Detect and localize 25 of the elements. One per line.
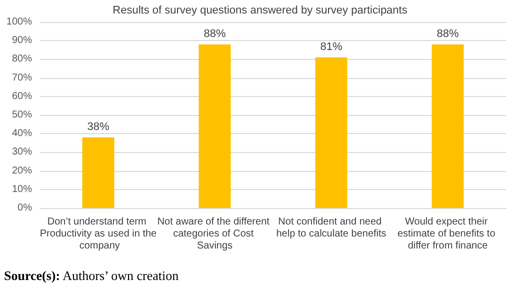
- data-label: 81%: [320, 40, 342, 53]
- y-tick-label: 80%: [12, 54, 32, 65]
- source-note: Source(s): Authors’ own creation: [4, 268, 180, 283]
- bar: [82, 137, 114, 208]
- y-tick-label: 90%: [12, 35, 32, 46]
- x-tick-label: Not confident and need help to calculate benefits: [276, 216, 386, 240]
- chart-title: Results of survey questions answered by survey participants: [112, 4, 408, 16]
- data-label: 88%: [204, 28, 226, 40]
- y-tick-label: 10%: [12, 184, 32, 195]
- y-tick-label: 20%: [12, 165, 32, 176]
- y-tick-label: 30%: [12, 146, 32, 158]
- data-label: 88%: [436, 28, 459, 40]
- bar: [432, 44, 464, 208]
- bar: [198, 44, 231, 208]
- y-tick-label: 0%: [18, 202, 32, 214]
- data-label: 38%: [87, 120, 110, 133]
- y-tick-label: 40%: [12, 128, 32, 140]
- x-tick-label: Not aware of the different categories of Cost Savings: [157, 216, 272, 252]
- y-tick-label: 70%: [12, 72, 32, 84]
- y-tick-label: 60%: [12, 90, 32, 102]
- y-tick-label: 50%: [12, 110, 32, 120]
- bar: [315, 57, 348, 208]
- x-tick-label: Would expect their estimate of benefits to differ from finance: [397, 216, 498, 252]
- x-tick-label: Don’t understand term Productivity as used in the company: [40, 216, 158, 252]
- y-tick-label: 100%: [6, 16, 32, 28]
